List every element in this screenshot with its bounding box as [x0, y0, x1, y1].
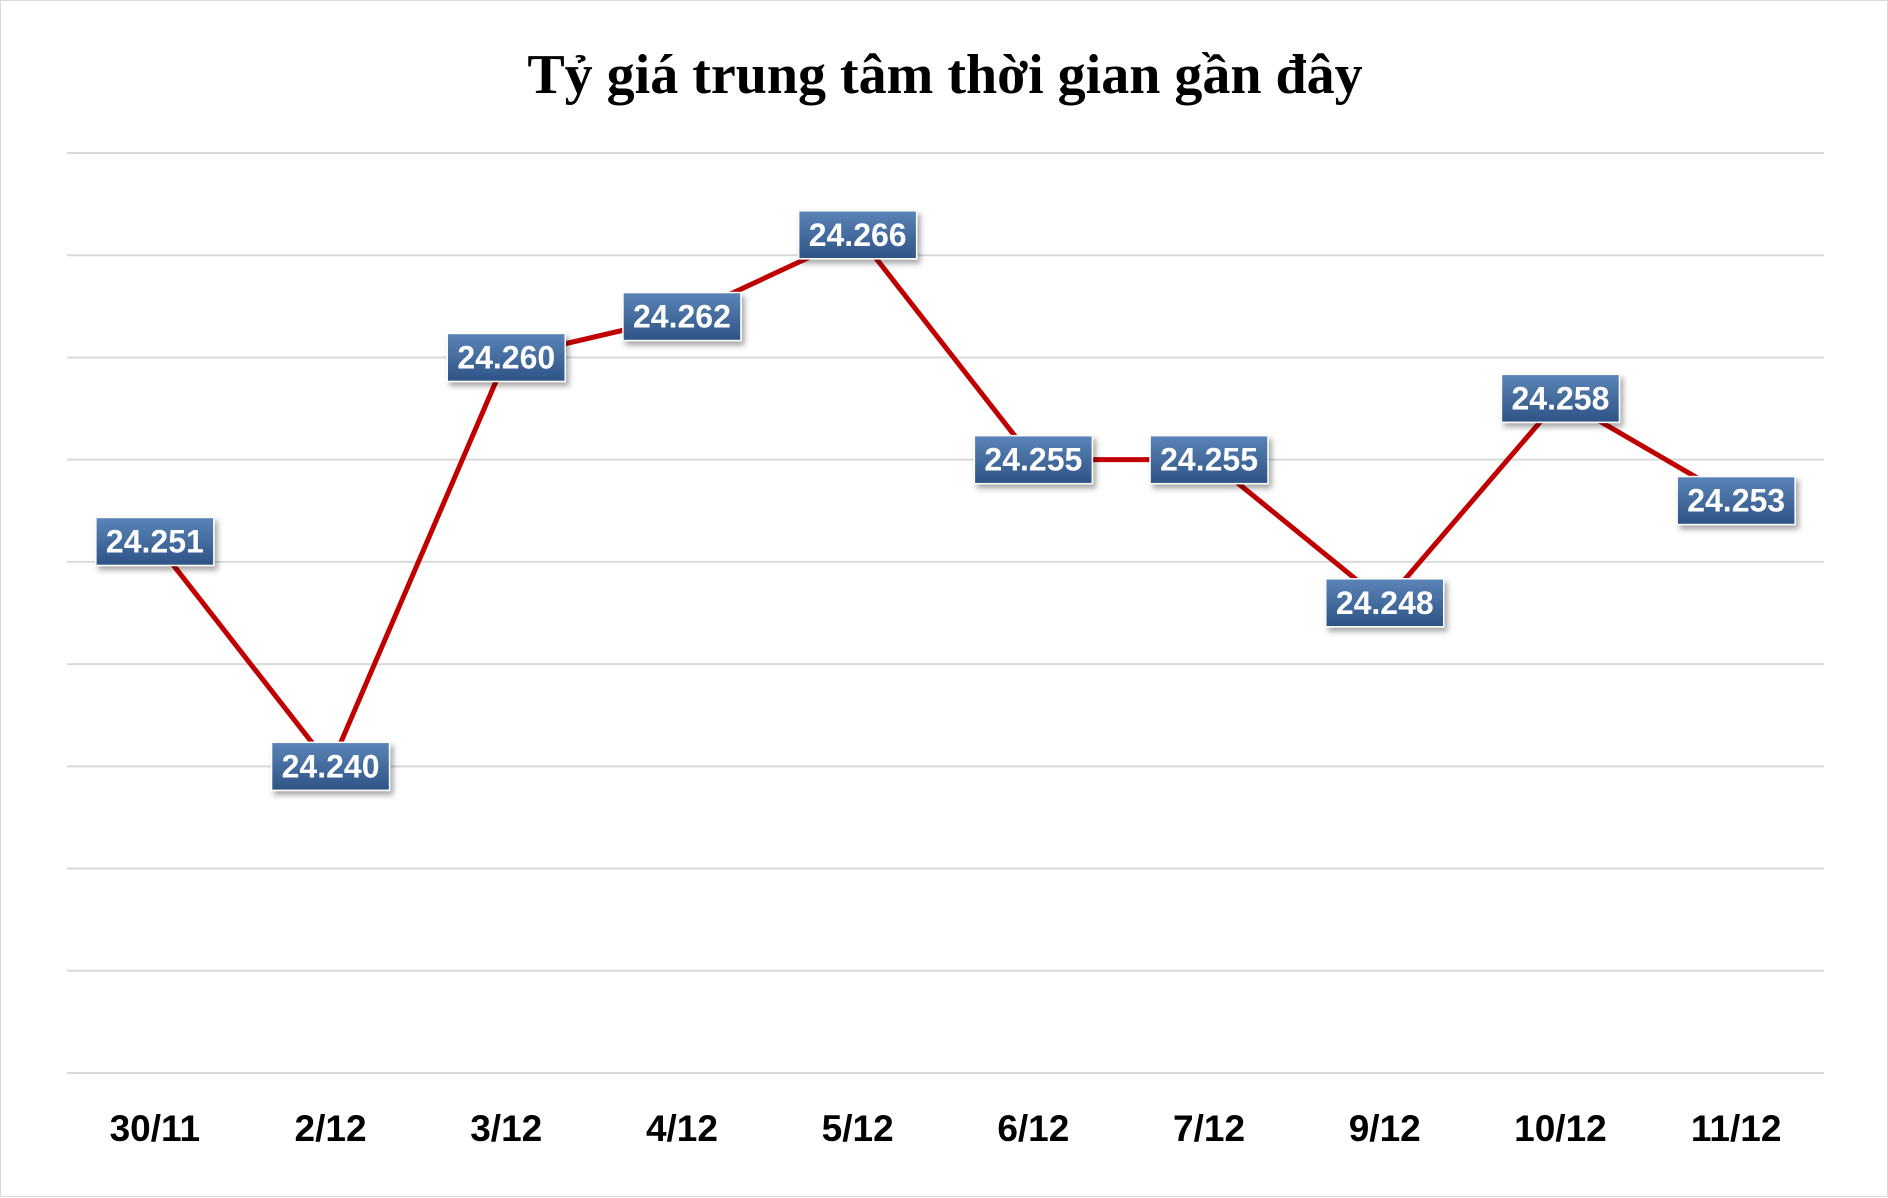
x-tick-label: 10/12: [1514, 1108, 1607, 1149]
data-label-text: 24.240: [282, 748, 380, 784]
x-tick-label: 2/12: [295, 1108, 367, 1149]
gridlines: [67, 152, 1824, 1074]
data-label-text: 24.255: [1160, 442, 1258, 478]
x-tick-label: 3/12: [470, 1108, 542, 1149]
series-line: [152, 232, 1738, 769]
data-label-text: 24.260: [457, 339, 555, 375]
data-label: 24.255: [973, 434, 1094, 485]
data-label: 24.262: [622, 291, 742, 342]
data-label-box: [95, 516, 215, 567]
x-tick-label: 30/11: [110, 1108, 201, 1149]
data-label-box: [1500, 373, 1621, 424]
x-tick-label: 4/12: [646, 1108, 718, 1149]
x-tick-label: 6/12: [997, 1108, 1069, 1149]
data-label-box: [622, 291, 742, 342]
data-label-box: [797, 210, 918, 260]
data-label-text: 24.248: [1336, 585, 1434, 621]
x-axis-ticks: 30/11 2/12 3/12 4/12 5/12 6/12 7/12 9/12 10/12 11…: [110, 1108, 1782, 1149]
data-label: 24.266: [797, 210, 918, 260]
data-label-text: 24.266: [809, 217, 907, 253]
data-label: 24.255: [1149, 434, 1269, 485]
x-tick-label: 7/12: [1173, 1108, 1245, 1149]
data-label-box: [446, 332, 566, 383]
data-label: 24.253: [1676, 475, 1796, 526]
data-label-text: 24.258: [1512, 380, 1610, 416]
data-labels: 24.251 24.240 24.260 24.262 24.266 24.255 24.2…: [95, 210, 1796, 792]
data-label: 24.260: [446, 332, 566, 383]
data-label-text: 24.255: [984, 442, 1082, 478]
data-label-text: 24.253: [1687, 483, 1785, 519]
data-label-text: 24.251: [106, 523, 204, 559]
data-label: 24.248: [1325, 578, 1445, 628]
data-label-box: [270, 741, 391, 792]
data-label-box: [1325, 578, 1445, 628]
data-label-box: [1676, 475, 1796, 526]
x-tick-label: 5/12: [822, 1108, 894, 1149]
data-label: 24.240: [270, 741, 391, 792]
data-label: 24.258: [1500, 373, 1621, 424]
series-line-layer: [152, 232, 1738, 769]
x-tick-label: 11/12: [1691, 1108, 1782, 1149]
x-tick-label: 9/12: [1349, 1108, 1421, 1149]
data-label: 24.251: [95, 516, 215, 567]
chart-title: Tỷ giá trung tâm thời gian gần đây: [527, 44, 1363, 106]
data-label-text: 24.262: [633, 299, 731, 335]
data-label-box: [973, 434, 1094, 485]
data-label-box: [1149, 434, 1269, 485]
